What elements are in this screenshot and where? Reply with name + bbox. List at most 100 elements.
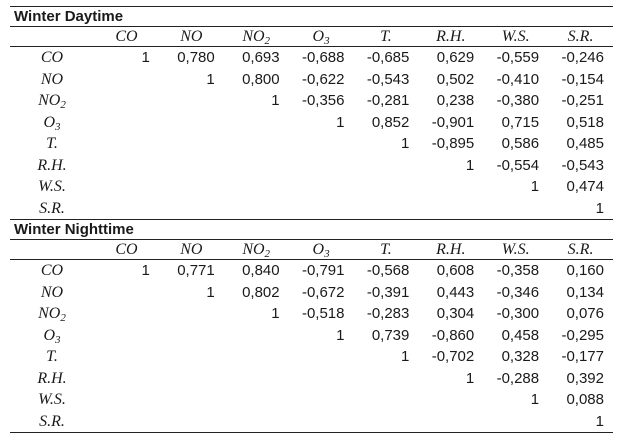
row-label-r-h: R.H. [10, 155, 94, 177]
row-label-s-r-text: S.R. [39, 199, 65, 217]
column-header-co-text: CO [115, 241, 138, 258]
column-header-w-s: W.S. [483, 239, 549, 260]
correlation-cell: 0,134 [566, 283, 604, 301]
correlation-cell: 0,328 [501, 348, 540, 365]
column-header-r-h: R.H. [418, 239, 484, 260]
row-label-o3: O3 [10, 325, 94, 347]
correlation-cell: -0,380 [496, 92, 540, 109]
correlation-cell [94, 325, 159, 347]
correlation-cell: 0,802 [242, 283, 280, 301]
correlation-cell [94, 346, 159, 368]
correlation-cell [418, 389, 483, 411]
table-row: T. 1 -0,895 0,586 0,485 [10, 133, 613, 155]
section-title-row-nighttime: Winter Nighttime [10, 219, 613, 240]
column-header-no-text: NO [180, 28, 203, 45]
row-label-w-s-text: W.S. [38, 178, 66, 195]
correlation-cell [94, 198, 159, 220]
row-label-r-h-text: R.H. [37, 156, 67, 174]
row-label-r-h: R.H. [10, 368, 94, 390]
column-header-t-text: T. [380, 28, 392, 45]
table-row: NO 1 0,802 -0,672 -0,391 0,443 -0,346 0,134 [10, 282, 613, 304]
correlation-cell [483, 198, 548, 220]
correlation-cell: 0,586 [501, 135, 540, 152]
table-row: S.R. 1 [10, 198, 613, 220]
column-header-o3: O3 [288, 26, 354, 47]
correlation-cell: 1 [548, 410, 613, 433]
row-label-w-s: W.S. [10, 176, 94, 198]
row-label-w-s: W.S. [10, 389, 94, 411]
row-label-co: CO [10, 260, 94, 282]
correlation-cell [159, 112, 224, 134]
correlation-cell: -0,358 [496, 262, 540, 279]
correlation-cell: 1 [530, 391, 540, 408]
correlation-cell [94, 69, 159, 91]
column-header-no2: NO2 [223, 239, 289, 260]
correlation-cell: -0,568 [366, 262, 410, 279]
correlation-cell: 0,693 [242, 49, 280, 66]
row-label-co-text: CO [40, 49, 64, 66]
correlation-cell [94, 176, 159, 198]
correlation-cell [224, 133, 289, 155]
correlation-cell: 0,304 [436, 305, 475, 322]
correlation-table: Winter Daytime CO NO NO2 O3 T. R.H. W.S. S.R. CO 1… [10, 6, 613, 433]
column-header-t-text: T. [380, 241, 392, 258]
correlation-cell: -0,288 [496, 369, 540, 387]
correlation-cell: -0,543 [366, 70, 410, 88]
column-header-w-s-text: W.S. [501, 28, 530, 45]
row-label-no-text: NO [40, 70, 64, 88]
section-title-daytime: Winter Daytime [10, 6, 613, 27]
correlation-cell: -0,154 [561, 70, 604, 88]
correlation-cell [354, 155, 419, 177]
correlation-cell [159, 133, 224, 155]
correlation-cell [354, 368, 419, 390]
column-header-r-h-text: R.H. [436, 28, 466, 45]
row-label-co: CO [10, 47, 94, 69]
table-row: R.H. 1 -0,554 -0,543 [10, 155, 613, 177]
correlation-cell [224, 155, 289, 177]
column-header-row: CO NO NO2 O3 T. R.H. W.S. S.R. [10, 26, 613, 47]
column-header-r-h-text: R.H. [436, 241, 466, 258]
row-label-no2-subscript: 2 [60, 99, 66, 111]
correlation-cell [288, 410, 354, 433]
table-row: W.S. 1 0,474 [10, 176, 613, 198]
correlation-cell: 1 [141, 262, 150, 279]
corner-cell [10, 26, 94, 47]
column-header-no: NO [158, 26, 224, 47]
correlation-cell: 0,485 [566, 135, 604, 152]
correlation-cell [224, 346, 289, 368]
table-row: NO 1 0,800 -0,622 -0,543 0,502 -0,410 -0,154 [10, 69, 613, 91]
correlation-cell: 0,840 [242, 262, 280, 279]
correlation-cell: 0,474 [566, 178, 604, 195]
correlation-cell: -0,391 [366, 283, 410, 301]
row-label-no2-text: NO [38, 305, 61, 322]
column-header-s-r: S.R. [548, 26, 613, 47]
correlation-cell: 1 [465, 369, 475, 387]
column-header-o3-subscript: 3 [324, 35, 330, 47]
correlation-cell: -0,559 [496, 49, 540, 66]
row-label-no: NO [10, 69, 94, 91]
row-label-no2: NO2 [10, 90, 94, 112]
correlation-cell [159, 155, 224, 177]
correlation-cell: -0,672 [301, 283, 345, 301]
correlation-cell: -0,554 [496, 156, 540, 174]
correlation-cell: 1 [141, 49, 150, 66]
correlation-cell [159, 368, 224, 390]
correlation-cell [94, 389, 159, 411]
row-label-s-r: S.R. [10, 198, 94, 220]
column-header-o3-text: O [312, 241, 325, 258]
correlation-cell: 1 [465, 156, 475, 174]
column-header-no2-text: NO [242, 28, 265, 45]
section-title-nighttime: Winter Nighttime [10, 219, 613, 240]
correlation-cell [94, 155, 159, 177]
row-label-r-h-text: R.H. [37, 369, 67, 387]
correlation-cell: -0,251 [561, 92, 604, 109]
row-label-o3-text: O [43, 113, 56, 131]
correlation-cell: -0,543 [561, 156, 604, 174]
correlation-cell: -0,281 [366, 92, 410, 109]
corner-cell [10, 239, 94, 260]
correlation-tables: Winter Daytime CO NO NO2 O3 T. R.H. W.S. S.R. CO 1… [10, 6, 613, 433]
row-label-o3-subscript: 3 [55, 333, 61, 346]
row-label-t: T. [10, 133, 94, 155]
correlation-cell: 1 [401, 135, 410, 152]
section-title-row-daytime: Winter Daytime [10, 6, 613, 27]
